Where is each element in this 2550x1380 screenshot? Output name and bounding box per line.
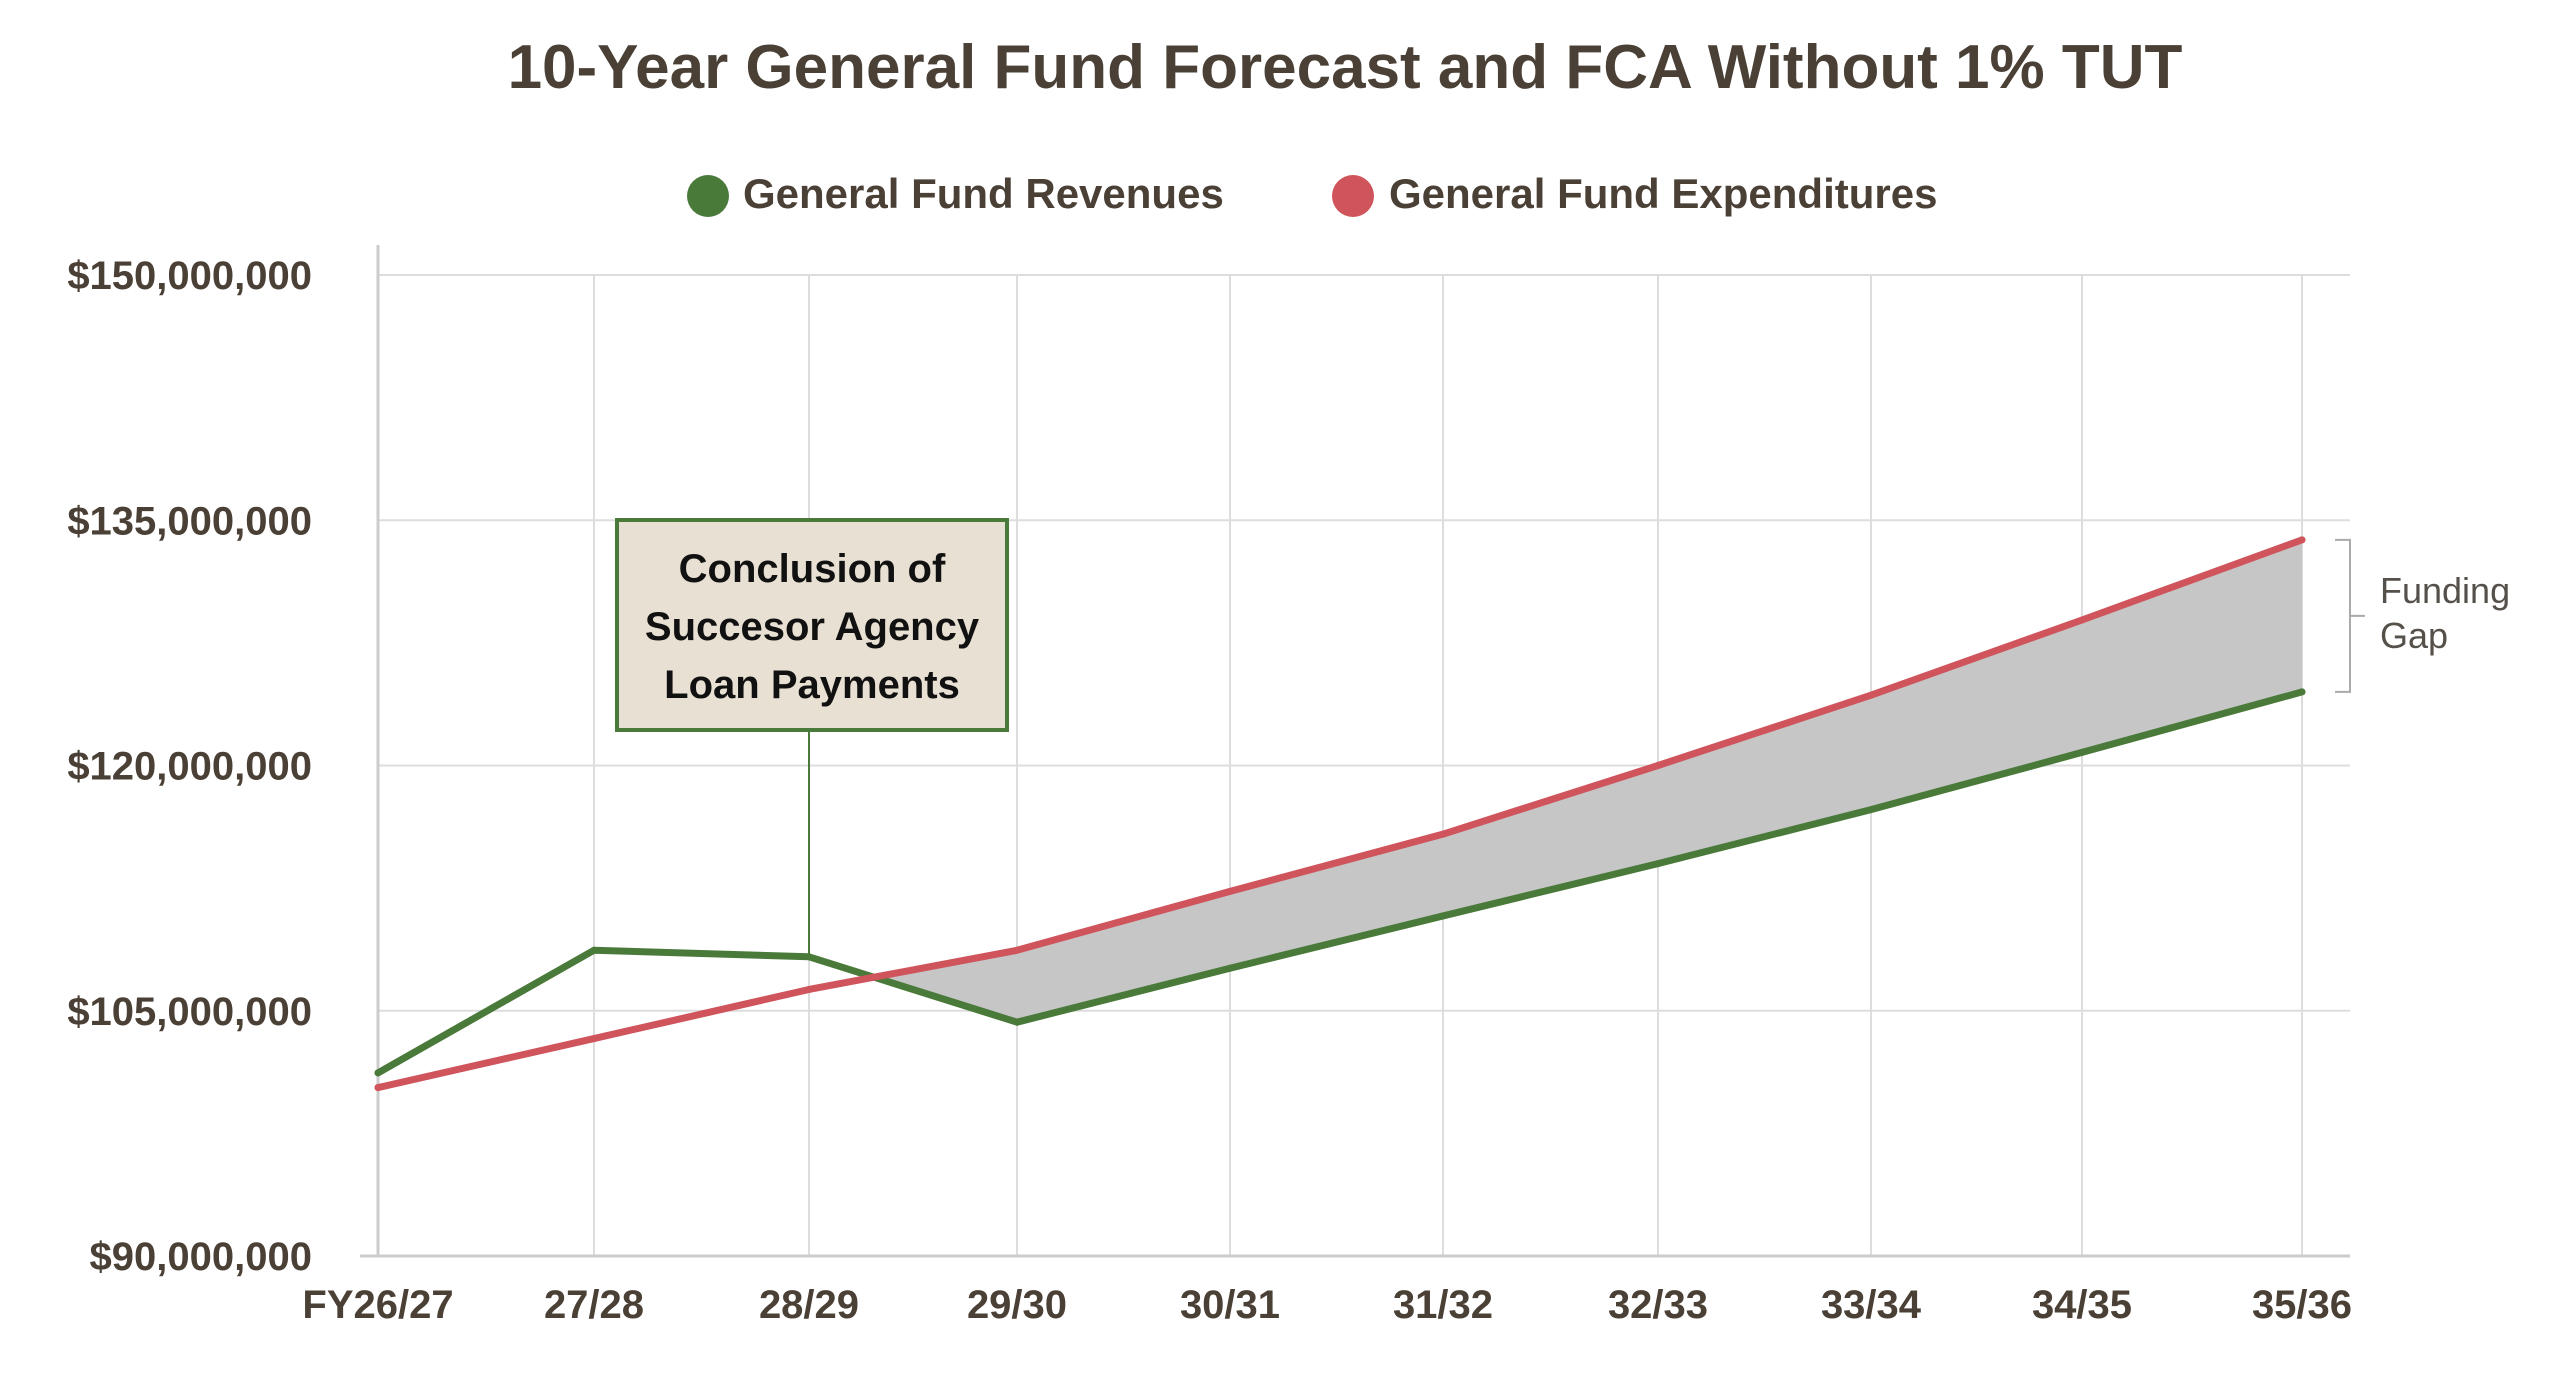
expenditures-point-7 [1867,691,1875,699]
x-tick-label-9: 35/36 [2252,1283,2352,1327]
x-tick-label-0: FY26/27 [302,1283,453,1327]
funding-gap-annotation: Funding Gap [2335,538,2510,693]
chart-title: 10-Year General Fund Forecast and FCA Wi… [508,33,2183,102]
funding-gap-bracket [2335,538,2365,693]
y-axis-tick-labels: $90,000,000 $105,000,000 $120,000,000 $135,… [67,254,312,1279]
callout-annotation: Conclusion of Succesor Agency Loan Payme… [615,518,1009,732]
y-tick-label-3: $135,000,000 [67,499,312,543]
revenues-point-5 [1439,912,1447,920]
callout-line-1: Conclusion of [679,547,946,591]
revenues-point-9 [2298,688,2306,696]
expenditures-point-8 [2078,616,2086,624]
x-tick-label-4: 30/31 [1180,1283,1280,1327]
revenues-point-4 [1226,964,1234,972]
expenditures-point-2 [805,985,813,993]
x-tick-label-6: 32/33 [1608,1283,1708,1327]
callout-box [615,518,1009,732]
x-tick-label-2: 28/29 [759,1283,859,1327]
legend-expenditures-marker [1332,175,1374,217]
x-tick-label-3: 29/30 [967,1283,1067,1327]
x-tick-label-7: 33/34 [1821,1283,1922,1327]
revenues-point-0 [374,1069,382,1077]
revenues-point-8 [2078,748,2086,756]
callout-line-3: Loan Payments [664,663,960,707]
x-tick-label-8: 34/35 [2032,1283,2132,1327]
x-axis-tick-labels: FY26/27 27/28 28/29 29/30 30/31 31/32 32/33 33/… [302,1283,2352,1327]
expenditures-point-5 [1439,830,1447,838]
expenditures-point-6 [1654,762,1662,769]
legend: General Fund Revenues General Fund Expen… [687,170,1937,217]
expenditures-point-1 [590,1035,598,1043]
expenditures-point-0 [374,1084,382,1092]
revenues-point-6 [1654,860,1662,868]
x-tick-label-5: 31/32 [1393,1283,1493,1327]
x-tick-label-1: 27/28 [544,1283,644,1327]
legend-revenues-marker [687,175,729,217]
gridlines [377,274,2350,1257]
revenues-point-2 [805,953,813,961]
expenditures-point-3 [1013,946,1021,954]
revenues-point-7 [1867,806,1875,814]
revenues-point-1 [590,946,598,954]
legend-expenditures-label: General Fund Expenditures [1389,170,1937,217]
expenditures-line [374,536,2306,1092]
y-tick-label-1: $105,000,000 [67,990,312,1034]
revenues-line [374,688,2306,1077]
funding-gap-label-line-2: Gap [2380,615,2448,656]
y-tick-label-4: $150,000,000 [67,254,312,298]
series-lines [374,536,2306,1092]
funding-gap-area [874,539,2302,1023]
revenues-point-3 [1013,1018,1021,1026]
funding-gap-fill [874,539,2302,1023]
expenditures-point-9 [2298,536,2306,544]
y-tick-label-0: $90,000,000 [90,1235,312,1279]
callout-line-2: Succesor Agency [645,605,980,649]
funding-gap-label-line-1: Funding [2380,570,2510,611]
y-tick-label-2: $120,000,000 [67,745,312,789]
expenditures-point-4 [1226,887,1234,895]
legend-revenues-label: General Fund Revenues [743,170,1224,217]
